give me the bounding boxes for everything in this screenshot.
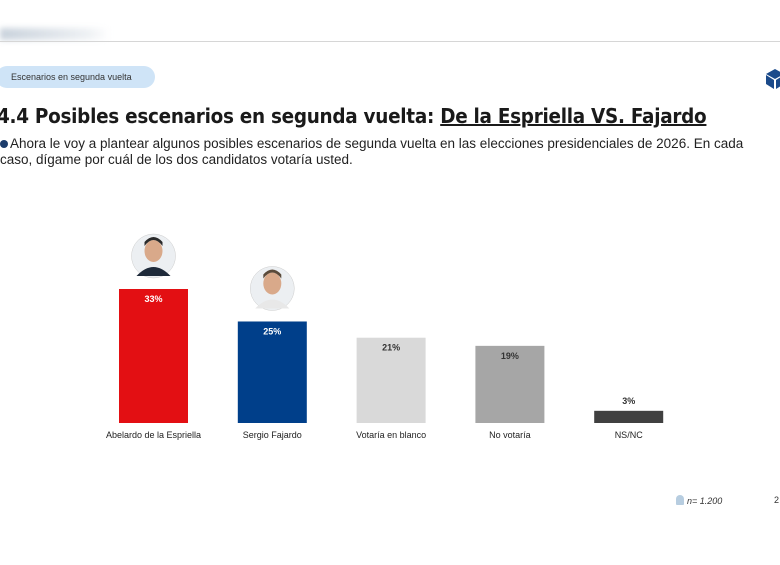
data-label: 21% bbox=[382, 343, 400, 353]
category-label: Abelardo de la Espriella bbox=[106, 430, 201, 440]
bullet-icon bbox=[0, 140, 8, 148]
portrait-body bbox=[255, 299, 290, 309]
portrait-hair bbox=[144, 237, 163, 246]
page-number: 2 bbox=[774, 495, 780, 505]
portrait-face bbox=[263, 272, 282, 295]
portrait-body bbox=[136, 267, 171, 276]
user-icon bbox=[676, 495, 684, 505]
data-label: 33% bbox=[144, 294, 162, 304]
bar bbox=[475, 345, 545, 423]
logo-cube-icon bbox=[766, 69, 780, 89]
data-label: 3% bbox=[622, 396, 635, 406]
bar bbox=[237, 321, 307, 423]
category-label: No votaría bbox=[489, 430, 531, 440]
portrait-hair bbox=[263, 269, 282, 279]
divider bbox=[0, 41, 780, 42]
bar bbox=[594, 410, 664, 423]
bar bbox=[356, 337, 426, 423]
data-label: 25% bbox=[263, 326, 281, 336]
page-title: 4.4 Posibles escenarios en segunda vuelt… bbox=[0, 104, 707, 128]
question-body: Ahora le voy a plantear algunos posibles… bbox=[0, 136, 744, 167]
data-label: 19% bbox=[501, 351, 519, 361]
category-label: Votaría en blanco bbox=[356, 430, 426, 440]
blurred-header bbox=[0, 28, 110, 40]
title-underlined: De la Espriella VS. Fajardo bbox=[440, 104, 707, 128]
category-label: Sergio Fajardo bbox=[243, 430, 302, 440]
sample-text: n= 1.200 bbox=[687, 496, 723, 506]
sample-size: n= 1.200 bbox=[676, 495, 722, 506]
bar bbox=[119, 289, 188, 423]
question-text: Ahora le voy a plantear algunos posibles… bbox=[0, 136, 770, 168]
section-pill: Escenarios en segunda vuelta bbox=[0, 66, 155, 88]
portrait-face bbox=[144, 240, 163, 262]
category-label: NS/NC bbox=[615, 430, 644, 440]
title-prefix: 4.4 Posibles escenarios en segunda vuelt… bbox=[0, 104, 441, 128]
